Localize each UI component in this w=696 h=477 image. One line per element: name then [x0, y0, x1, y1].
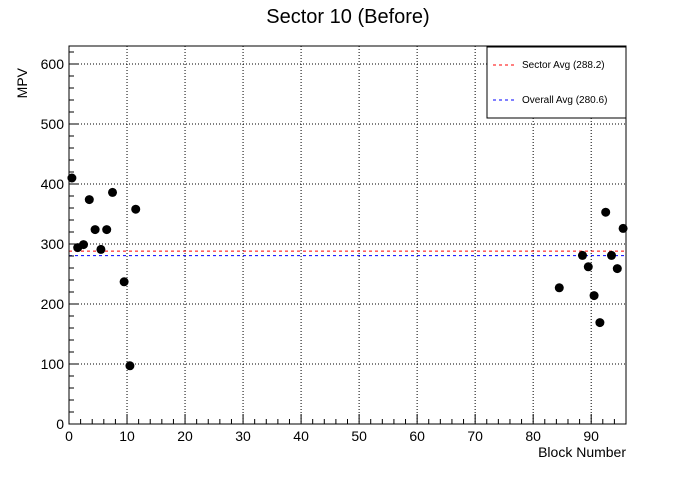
x-tick-label: 50 [351, 428, 367, 444]
legend-box [486, 46, 627, 119]
x-tick-label: 0 [65, 428, 73, 444]
data-points [67, 173, 628, 371]
y-tick-label: 200 [41, 296, 65, 312]
chart-title: Sector 10 (Before) [266, 6, 429, 28]
y-tick-label: 600 [41, 56, 65, 72]
data-point [84, 195, 94, 205]
x-tick-label: 90 [583, 428, 599, 444]
data-point [125, 361, 135, 371]
x-tick-label: 20 [177, 428, 193, 444]
data-point [595, 318, 605, 328]
grid [69, 46, 626, 424]
data-point [618, 223, 628, 233]
data-point [131, 204, 141, 214]
x-tick-label: 80 [525, 428, 541, 444]
data-point [612, 264, 622, 274]
data-point [90, 225, 100, 235]
x-tick-label: 40 [293, 428, 309, 444]
data-point [554, 283, 564, 293]
data-point [108, 187, 118, 197]
data-point [577, 250, 587, 260]
x-tick-label: 60 [409, 428, 425, 444]
legend-label-sector-avg: Sector Avg (288.2) [522, 60, 605, 71]
y-tick-label: 300 [41, 236, 65, 252]
x-tick-label: 10 [119, 428, 135, 444]
data-point [102, 225, 112, 235]
x-tick-label: 70 [467, 428, 483, 444]
axes: 0 10 20 30 40 50 60 70 80 90 0 100 200 300 400 500 600 [41, 51, 627, 444]
y-tick-label: 100 [41, 356, 65, 372]
data-point [589, 291, 599, 301]
data-point [583, 262, 593, 272]
y-tick-label: 500 [41, 116, 65, 132]
legend: Sector Avg (288.2) Overall Avg (280.6) [486, 46, 627, 119]
reference-lines [69, 250, 626, 257]
data-point [79, 240, 89, 250]
x-tick-label: 30 [235, 428, 251, 444]
legend-label-overall-avg: Overall Avg (280.6) [522, 95, 607, 106]
data-point [96, 244, 106, 254]
x-axis-label: Block Number [538, 444, 626, 460]
y-tick-label: 400 [41, 176, 65, 192]
data-point [606, 250, 616, 260]
y-axis-label: MPV [14, 67, 30, 98]
data-point [119, 277, 129, 287]
data-point [601, 207, 611, 217]
y-tick-label: 0 [56, 416, 64, 432]
data-point [67, 173, 77, 183]
